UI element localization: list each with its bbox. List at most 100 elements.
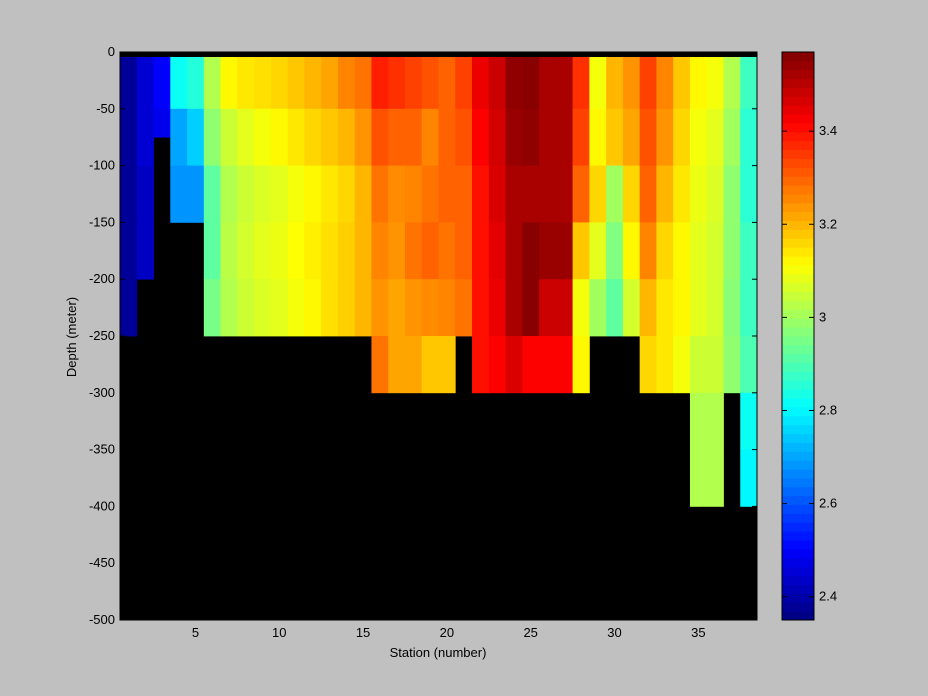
heatmap-cell — [656, 336, 674, 394]
x-tick-label: 15 — [356, 625, 370, 640]
heatmap-cell — [639, 108, 657, 166]
colorbar-tick-label: 2.4 — [819, 589, 837, 604]
colorbar-band — [782, 549, 814, 559]
colorbar-band — [782, 114, 814, 124]
heatmap-cell — [639, 222, 657, 280]
colorbar-frame — [781, 51, 815, 621]
heatmap-cell — [639, 52, 657, 110]
heatmap-cell — [673, 336, 691, 394]
colorbar-band — [782, 60, 814, 71]
heatmap-cell — [388, 108, 406, 166]
colorbar-band — [782, 149, 814, 159]
colorbar-gradient — [782, 52, 814, 621]
heatmap-cell — [572, 165, 590, 223]
heatmap-cell — [522, 279, 540, 337]
colorbar-band — [782, 380, 814, 390]
colorbar-band — [782, 238, 814, 248]
heatmap-cell — [689, 108, 708, 166]
heatmap-cell — [136, 222, 154, 280]
colorbar-band — [782, 176, 814, 186]
x-tick-label: 10 — [272, 625, 286, 640]
colorbar-band — [782, 478, 814, 488]
colorbar-band — [782, 469, 814, 479]
heatmap-cell — [270, 279, 289, 337]
heatmap-cell — [673, 108, 691, 166]
colorbar-band — [782, 442, 814, 452]
heatmap-cell — [505, 52, 523, 110]
y-tick-label: -350 — [89, 442, 115, 457]
colorbar-ticks: 2.4 2.6 2.8 3 3.2 3.4 — [782, 123, 837, 604]
colorbar-band — [782, 504, 814, 514]
colorbar-band — [782, 557, 814, 568]
heatmap-cell — [187, 165, 205, 223]
heatmap-cell — [589, 165, 607, 223]
colorbar-band — [782, 336, 814, 346]
heatmap-cell — [589, 108, 607, 166]
heatmap-cell — [589, 279, 607, 337]
heatmap-cell — [572, 52, 590, 110]
heatmap-cell — [254, 108, 272, 166]
heatmap-cell — [472, 108, 490, 166]
heatmap-cell — [606, 165, 624, 223]
colorbar: 2.4 2.6 2.8 3 3.2 3.4 — [781, 51, 837, 621]
heatmap-cell — [404, 165, 423, 223]
heatmap-cell — [287, 52, 305, 110]
heatmap-cell — [606, 108, 624, 166]
heatmap-cell — [689, 449, 708, 507]
heatmap-cell — [622, 222, 641, 280]
heatmap-cell — [505, 279, 523, 337]
colorbar-band — [782, 460, 814, 470]
heatmap-cell — [505, 336, 523, 394]
heatmap-cell — [371, 52, 389, 110]
heatmap-cell — [505, 165, 523, 223]
colorbar-band — [782, 220, 814, 230]
heatmap-cell — [354, 165, 372, 223]
heatmap-cell — [203, 52, 221, 110]
heatmap-cell — [237, 279, 255, 337]
heatmap-cell — [120, 279, 138, 337]
heatmap-cell — [220, 279, 238, 337]
colorbar-band — [782, 87, 814, 97]
heatmap-cell — [270, 222, 289, 280]
heatmap-cell — [522, 336, 540, 394]
heatmap-cell — [153, 52, 171, 110]
colorbar-band — [782, 291, 814, 301]
colorbar-band — [782, 540, 814, 550]
heatmap-cell — [337, 279, 356, 337]
heatmap-cell — [371, 279, 389, 337]
y-tick-label: -50 — [96, 101, 115, 116]
heatmap-cell — [287, 222, 305, 280]
heatmap-cell — [488, 336, 506, 394]
colorbar-band — [782, 371, 814, 381]
heatmap-cell — [270, 165, 289, 223]
heatmap-cell — [740, 449, 758, 507]
heatmap-cell — [488, 108, 506, 166]
heatmap-cell — [740, 336, 758, 394]
heatmap-cell — [539, 279, 557, 337]
heatmap-cell — [723, 165, 741, 223]
heatmap-cell — [740, 392, 758, 450]
heatmap-cell — [589, 52, 607, 110]
heatmap-cell — [555, 165, 573, 223]
heatmap-cell — [304, 108, 322, 166]
heatmap-cell — [689, 222, 708, 280]
heatmap-cell — [723, 222, 741, 280]
y-tick-label: -500 — [89, 612, 115, 627]
colorbar-band — [782, 575, 814, 585]
heatmap-cell — [606, 279, 624, 337]
x-tick-label: 35 — [691, 625, 705, 640]
heatmap-cell — [673, 52, 691, 110]
heatmap-cell — [304, 165, 322, 223]
heatmap-cell — [254, 52, 272, 110]
heatmap-cell — [706, 279, 724, 337]
heatmap-cell — [656, 52, 674, 110]
heatmap-cell — [455, 222, 473, 280]
heatmap-cell — [254, 222, 272, 280]
heatmap-cell — [404, 279, 423, 337]
heatmap-cell — [354, 222, 372, 280]
heatmap-cell — [673, 165, 691, 223]
heatmap-cell — [254, 279, 272, 337]
heatmap-cell — [354, 279, 372, 337]
heatmap-cell — [438, 222, 456, 280]
heatmap-cell — [120, 222, 138, 280]
